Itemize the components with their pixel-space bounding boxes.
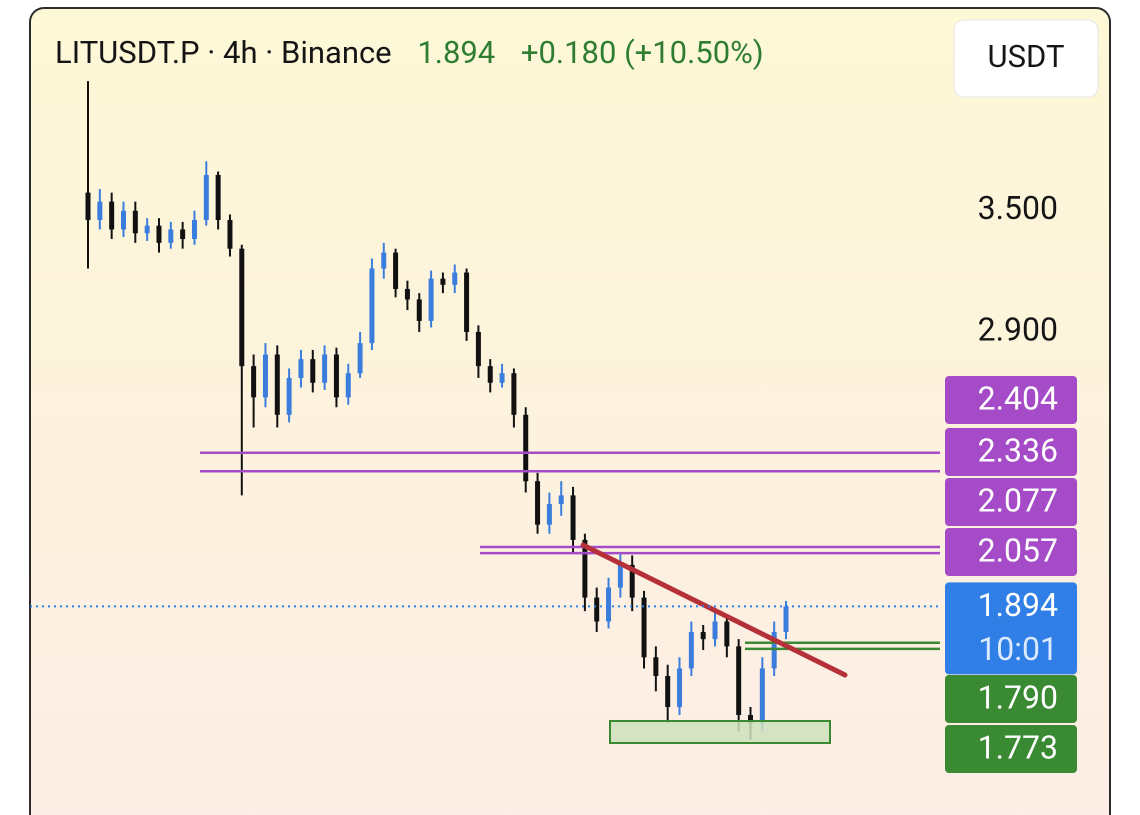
candle-body <box>606 587 612 622</box>
candle-body <box>180 229 186 239</box>
chart-panel <box>29 7 1111 815</box>
candle-body <box>546 504 552 525</box>
candle-body <box>771 632 777 669</box>
level-label: 2.057 <box>978 531 1058 569</box>
candle-body <box>688 632 694 669</box>
candle-body <box>215 174 221 221</box>
candle-body <box>393 252 399 289</box>
candle-body <box>239 248 245 367</box>
candle-body <box>641 597 647 658</box>
y-tick-label: 2.900 <box>978 310 1058 348</box>
candle-body <box>487 366 493 383</box>
candle-body <box>322 354 328 383</box>
level-label-box <box>945 675 1077 723</box>
candle-body <box>653 657 659 676</box>
currency-button[interactable] <box>953 19 1099 98</box>
candle-body <box>677 668 683 708</box>
level-label: 2.404 <box>978 379 1058 417</box>
candle-body <box>109 201 115 230</box>
candle-body <box>535 481 541 525</box>
plot-area <box>30 81 940 744</box>
level-label-box <box>945 478 1077 526</box>
candle-body <box>700 632 706 640</box>
candle-body <box>274 354 280 415</box>
candle-body <box>310 359 316 383</box>
candle-body <box>416 299 422 321</box>
candle-body <box>191 220 197 239</box>
countdown-label: 10:01 <box>978 630 1058 668</box>
currency-label[interactable]: USDT <box>988 38 1065 75</box>
candle-body <box>156 225 162 243</box>
candle-body <box>404 288 410 300</box>
candle-body <box>570 495 576 540</box>
candle-body <box>629 564 635 598</box>
candle-body <box>736 646 742 716</box>
candle-body <box>251 366 257 398</box>
candle-body <box>582 539 588 598</box>
candle-body <box>203 174 209 221</box>
symbol: LITUSDT.P · 4h · Binance <box>55 34 392 71</box>
current-price-label: 1.894 <box>978 586 1058 624</box>
candle-body <box>132 210 138 234</box>
y-tick-label: 3.500 <box>978 189 1058 227</box>
current-price-box <box>945 582 1077 675</box>
candle-body <box>617 564 623 588</box>
candle-body <box>168 229 174 243</box>
trend-line <box>580 542 848 678</box>
candle-body <box>783 606 789 633</box>
level-label: 1.773 <box>978 728 1058 766</box>
candle-body <box>499 373 505 383</box>
candle-body <box>333 354 339 398</box>
candle-body <box>357 343 363 374</box>
candle-body <box>97 201 103 221</box>
candle-body <box>85 192 91 221</box>
candle-body <box>748 715 754 724</box>
candle-body <box>144 225 150 234</box>
candle-body <box>440 278 446 285</box>
candle-body <box>724 621 730 647</box>
candle-body <box>381 252 387 269</box>
level-label-box <box>945 528 1077 576</box>
candle-body <box>428 278 434 321</box>
level-label: 1.790 <box>978 678 1058 716</box>
candle-body <box>712 621 718 640</box>
candle-body <box>511 373 517 415</box>
price-change: +0.180 (+10.50%) <box>521 34 764 71</box>
candle-body <box>464 272 470 332</box>
candle-body <box>286 377 292 415</box>
last-price: 1.894 <box>417 34 495 71</box>
candle-body <box>120 210 126 230</box>
level-label: 2.336 <box>978 431 1058 469</box>
candle-body <box>452 272 458 285</box>
level-label-box <box>945 725 1077 773</box>
candle-body <box>759 668 765 724</box>
candle-body <box>475 331 481 367</box>
candle-body <box>298 359 304 378</box>
candle-body <box>558 495 564 505</box>
candle-body <box>665 675 671 708</box>
candle-body <box>227 220 233 249</box>
level-label-box <box>945 376 1077 424</box>
candle-body <box>594 597 600 622</box>
support-zone <box>609 720 831 744</box>
chart-title: LITUSDT.P · 4h · Binance 1.894 +0.180 (+… <box>55 34 764 71</box>
candle-body <box>523 414 529 482</box>
level-label-box <box>945 428 1077 476</box>
candle-body <box>369 268 375 344</box>
candle-body <box>345 373 351 398</box>
candle-body <box>262 354 268 398</box>
level-label: 2.077 <box>978 481 1058 519</box>
